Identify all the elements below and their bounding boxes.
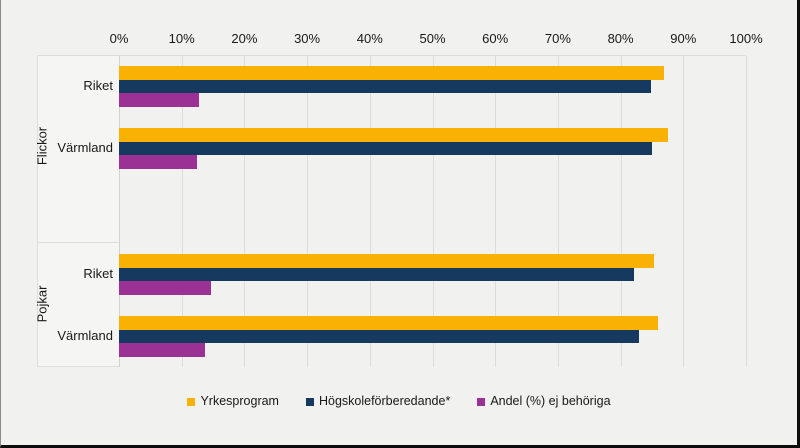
group-label-flickor: Flickor	[34, 126, 50, 166]
bar-cluster	[119, 66, 746, 107]
bar-h-gskolef-rberedande	[119, 79, 651, 93]
bar-h-gskolef-rberedande	[119, 267, 635, 281]
legend-label: Högskoleförberedande*	[318, 394, 451, 408]
axis-tick-label: 70%	[544, 31, 571, 46]
hogskoleforberedande-swatch-icon	[305, 397, 314, 406]
bar-andel-ej-beh-riga	[119, 155, 197, 169]
axis-tick-label: 0%	[109, 31, 129, 46]
axis-tick-label: 50%	[419, 31, 446, 46]
bar-andel-ej-beh-riga	[119, 343, 205, 357]
gridline	[307, 56, 309, 367]
axis-tick-label: 60%	[482, 31, 509, 46]
bar-yrkesprogram	[119, 316, 659, 330]
group-separator-line	[37, 242, 119, 243]
gridline	[181, 56, 183, 367]
legend-item-hogskoleforberedande: Högskoleförberedande*	[305, 394, 451, 409]
legend-label: Andel (%) ej behöriga	[490, 394, 611, 408]
bar-yrkesprogram	[119, 128, 668, 142]
group-label-pojkar: Pojkar	[34, 285, 50, 323]
value-axis-line	[119, 56, 120, 367]
axis-tick-label: 40%	[356, 31, 383, 46]
bar-cluster	[119, 254, 746, 295]
legend-item-yrkesprogram: Yrkesprogram	[187, 394, 279, 409]
bar-yrkesprogram	[119, 254, 655, 268]
axis-tick-label: 30%	[294, 31, 321, 46]
gridline	[432, 56, 434, 367]
bar-andel-ej-beh-riga	[119, 281, 211, 295]
bar-andel-ej-beh-riga	[119, 93, 200, 107]
bar-h-gskolef-rberedande	[119, 141, 652, 155]
legend-item-ej-behoriga: Andel (%) ej behöriga	[477, 394, 611, 409]
gridline	[244, 56, 246, 367]
category-label-pojkar-riket: Riket	[83, 266, 113, 281]
chart-legend: Yrkesprogram Högskoleförberedande* Andel…	[1, 394, 797, 409]
gridline	[495, 56, 497, 367]
category-label-flickor-riket: Riket	[83, 78, 113, 93]
gridline	[683, 56, 685, 367]
gridline	[557, 56, 559, 367]
bar-yrkesprogram	[119, 66, 665, 80]
bar-h-gskolef-rberedande	[119, 329, 640, 343]
gridline	[369, 56, 371, 367]
gridline	[620, 56, 622, 367]
gridline	[746, 56, 747, 367]
plot-area	[119, 56, 747, 367]
category-label-pojkar-varmland: Värmland	[57, 328, 113, 343]
top-axis-line	[37, 55, 746, 56]
yrkesprogram-swatch-icon	[187, 397, 196, 406]
legend-label: Yrkesprogram	[200, 394, 279, 408]
axis-tick-label: 20%	[231, 31, 258, 46]
category-axis-panel	[37, 56, 119, 367]
axis-tick-label: 100%	[729, 31, 763, 46]
axis-tick-label: 10%	[168, 31, 195, 46]
axis-tick-label: 90%	[670, 31, 697, 46]
ej-behoriga-swatch-icon	[477, 397, 486, 406]
bar-cluster	[119, 128, 746, 169]
bar-cluster	[119, 316, 746, 357]
axis-tick-label: 80%	[607, 31, 634, 46]
category-label-flickor-varmland: Värmland	[57, 140, 113, 155]
